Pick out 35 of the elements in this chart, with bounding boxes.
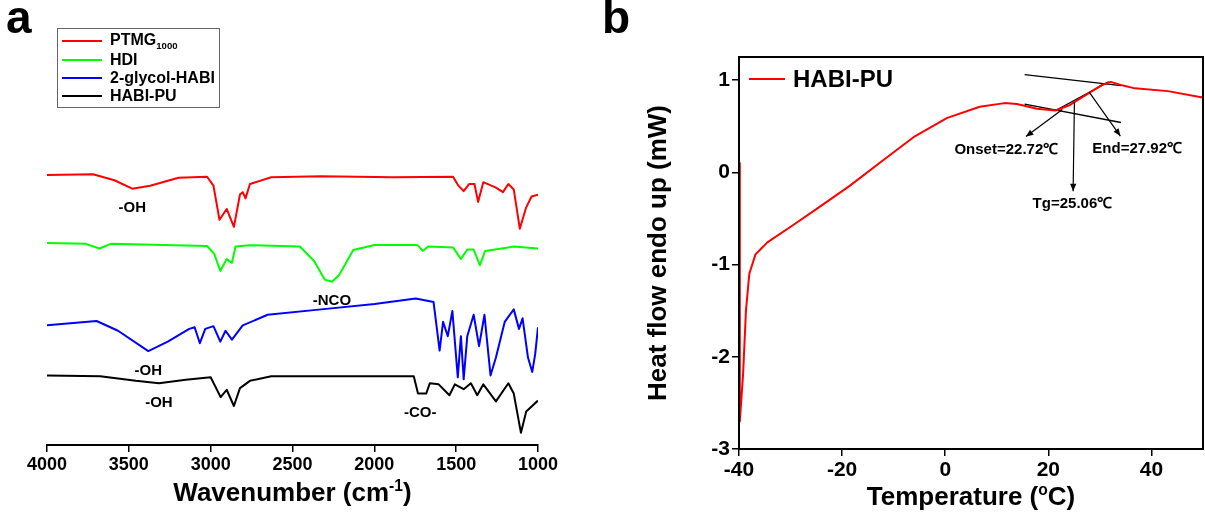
legend-label: 2-glycol-HABI [110, 69, 215, 88]
annotation: Tg=25.06℃ [1032, 194, 1113, 212]
annotation: -OH [118, 198, 147, 216]
legend-label: HABI-PU [110, 87, 177, 106]
legend-label: HABI-PU [793, 65, 893, 93]
annotation: -NCO [312, 291, 352, 309]
x-tick-label: -40 [723, 457, 755, 481]
y-axis-title: Heat flow endo up (mW) [641, 104, 673, 402]
x-tick-label: 20 [1036, 457, 1061, 481]
annotation: -OH [134, 360, 163, 378]
x-tick-label: 2000 [354, 453, 395, 474]
x-axis-title: Wavenumber (cm$^{-1}$) [173, 477, 412, 508]
chart-title: b [602, 0, 631, 43]
x-tick-label: 40 [1139, 457, 1164, 481]
y-tick-label: -2 [711, 343, 730, 367]
annotation: Onset=22.72℃ [954, 139, 1059, 157]
annotation: -OH [145, 392, 173, 410]
x-tick-label: 3000 [190, 453, 231, 474]
annotation: End=27.92℃ [1092, 139, 1182, 157]
legend-label: HDI [110, 51, 138, 70]
y-tick-label: 1 [718, 66, 731, 90]
x-tick-label: -20 [826, 457, 858, 481]
x-tick-label: 3500 [108, 453, 149, 474]
chart-title: a [6, 0, 32, 43]
x-tick-label: 2500 [272, 453, 313, 474]
x-tick-label: 4000 [26, 453, 68, 474]
x-tick-label: 1000 [517, 453, 558, 474]
annotation: -CO- [403, 403, 437, 421]
y-tick-label: -3 [711, 435, 730, 459]
y-tick-label: -1 [711, 251, 731, 275]
x-tick-label: 0 [939, 457, 952, 481]
x-axis-title: Temperature ($^{o}$C) [866, 481, 1076, 512]
y-tick-label: 0 [718, 159, 730, 183]
legend-label: PTMG$_{1000}$ [110, 31, 178, 52]
x-tick-label: 1500 [436, 453, 477, 474]
